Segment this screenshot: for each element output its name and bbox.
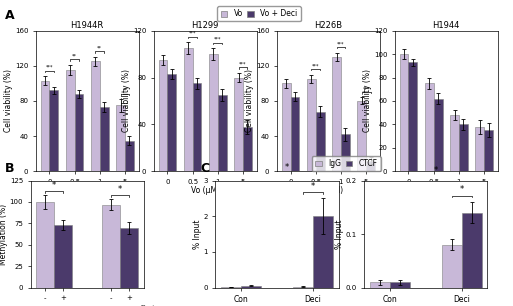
Bar	[358, 101, 366, 171]
Text: **: **	[72, 54, 77, 58]
Y-axis label: Cell viability (%): Cell viability (%)	[364, 69, 372, 132]
Bar	[74, 94, 84, 171]
Text: *: *	[118, 185, 122, 194]
Bar	[433, 99, 443, 171]
X-axis label: Vo (μM): Vo (μM)	[314, 186, 343, 196]
Bar	[159, 60, 167, 171]
Text: ***: ***	[362, 86, 370, 91]
Title: H1299: H1299	[191, 21, 219, 30]
Bar	[49, 90, 58, 171]
Text: B: B	[5, 162, 15, 175]
Y-axis label: Methylation (%): Methylation (%)	[0, 203, 8, 265]
Bar	[400, 54, 408, 171]
Y-axis label: Cell viability (%): Cell viability (%)	[246, 69, 254, 132]
Text: ***: ***	[312, 63, 320, 68]
Y-axis label: % Input: % Input	[335, 219, 344, 249]
Bar	[66, 70, 74, 171]
Bar	[91, 62, 100, 171]
Bar	[425, 83, 433, 171]
Y-axis label: Cell viability (%): Cell viability (%)	[5, 69, 13, 132]
Bar	[442, 245, 462, 288]
Legend: Vo, Vo + Deci: Vo, Vo + Deci	[218, 6, 301, 21]
Bar	[476, 127, 484, 171]
Title: H1944R: H1944R	[71, 21, 104, 30]
Text: **: **	[97, 46, 102, 51]
Bar	[116, 105, 125, 171]
Bar	[221, 287, 241, 288]
Text: *: *	[285, 162, 289, 172]
Text: C: C	[200, 162, 209, 175]
Bar	[36, 202, 54, 288]
Y-axis label: Cell viability (%): Cell viability (%)	[123, 69, 131, 132]
Bar	[209, 54, 218, 171]
Text: A: A	[5, 9, 15, 22]
Title: H1944: H1944	[432, 21, 460, 30]
Bar	[218, 95, 227, 171]
Bar	[54, 225, 72, 288]
Bar	[184, 48, 192, 171]
Bar	[41, 81, 49, 171]
Bar	[241, 286, 261, 288]
Bar	[125, 140, 134, 171]
Text: ***: ***	[239, 62, 247, 66]
Text: ***: ***	[337, 41, 345, 46]
Bar	[290, 97, 299, 171]
Bar	[120, 228, 138, 288]
Bar	[459, 125, 468, 171]
Bar	[234, 77, 243, 171]
Bar	[484, 130, 493, 171]
Bar	[315, 111, 325, 171]
Title: H226B: H226B	[314, 21, 342, 30]
Bar	[313, 216, 333, 288]
Text: *: *	[311, 182, 315, 191]
Bar	[366, 161, 375, 171]
Bar	[167, 74, 176, 171]
X-axis label: Vo (μM): Vo (μM)	[73, 186, 102, 196]
Bar	[282, 83, 290, 171]
X-axis label: Vo (μM): Vo (μM)	[432, 186, 461, 196]
Bar	[102, 204, 120, 288]
Text: Deci: Deci	[140, 305, 154, 306]
Bar	[462, 213, 482, 288]
Legend: IgG, CTCF: IgG, CTCF	[312, 156, 381, 171]
Bar	[307, 79, 315, 171]
Bar	[192, 83, 202, 171]
Text: *: *	[460, 185, 464, 195]
Bar	[408, 62, 417, 171]
Bar	[450, 115, 459, 171]
Bar	[293, 286, 313, 288]
Text: ***: ***	[214, 37, 222, 42]
Bar	[370, 282, 390, 288]
Bar	[332, 57, 341, 171]
Text: *: *	[433, 166, 438, 175]
Text: ***: ***	[189, 31, 196, 36]
Bar	[390, 282, 410, 288]
Text: *: *	[52, 181, 56, 190]
Bar	[243, 127, 252, 171]
X-axis label: Vo (μM): Vo (μM)	[191, 186, 220, 196]
Y-axis label: % Input: % Input	[193, 219, 202, 249]
Text: **: **	[123, 88, 128, 93]
Text: ***: ***	[46, 65, 53, 70]
Bar	[341, 134, 350, 171]
Bar	[100, 107, 109, 171]
